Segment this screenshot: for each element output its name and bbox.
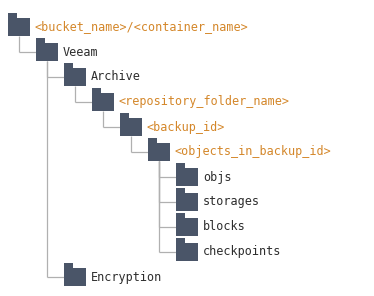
Bar	[36, 43, 58, 61]
Text: <backup_id>: <backup_id>	[147, 120, 226, 133]
Bar	[92, 88, 101, 93]
Bar	[64, 263, 73, 268]
Text: <objects_in_backup_id>: <objects_in_backup_id>	[175, 146, 332, 158]
Text: Veeam: Veeam	[63, 46, 99, 59]
Bar	[176, 163, 185, 168]
Text: storages: storages	[203, 195, 260, 208]
Bar	[36, 38, 45, 43]
Bar	[176, 168, 198, 186]
Bar	[8, 18, 30, 36]
Bar	[148, 143, 170, 161]
Text: blocks: blocks	[203, 221, 246, 234]
Bar	[64, 68, 86, 86]
Bar	[176, 238, 185, 243]
Bar	[176, 193, 198, 211]
Bar	[120, 118, 142, 136]
Bar	[176, 243, 198, 261]
Bar	[64, 268, 86, 286]
Bar	[176, 188, 185, 193]
Text: Archive: Archive	[91, 70, 141, 83]
Text: <bucket_name>/<container_name>: <bucket_name>/<container_name>	[35, 20, 249, 33]
Bar	[92, 93, 114, 111]
Text: checkpoints: checkpoints	[203, 245, 281, 258]
Text: objs: objs	[203, 170, 232, 184]
Text: Encryption: Encryption	[91, 271, 162, 284]
Text: <repository_folder_name>: <repository_folder_name>	[119, 96, 290, 109]
Bar	[176, 213, 185, 218]
Bar	[64, 63, 73, 68]
Bar	[148, 138, 157, 143]
Bar	[176, 218, 198, 236]
Bar	[120, 113, 129, 118]
Bar	[8, 13, 17, 18]
